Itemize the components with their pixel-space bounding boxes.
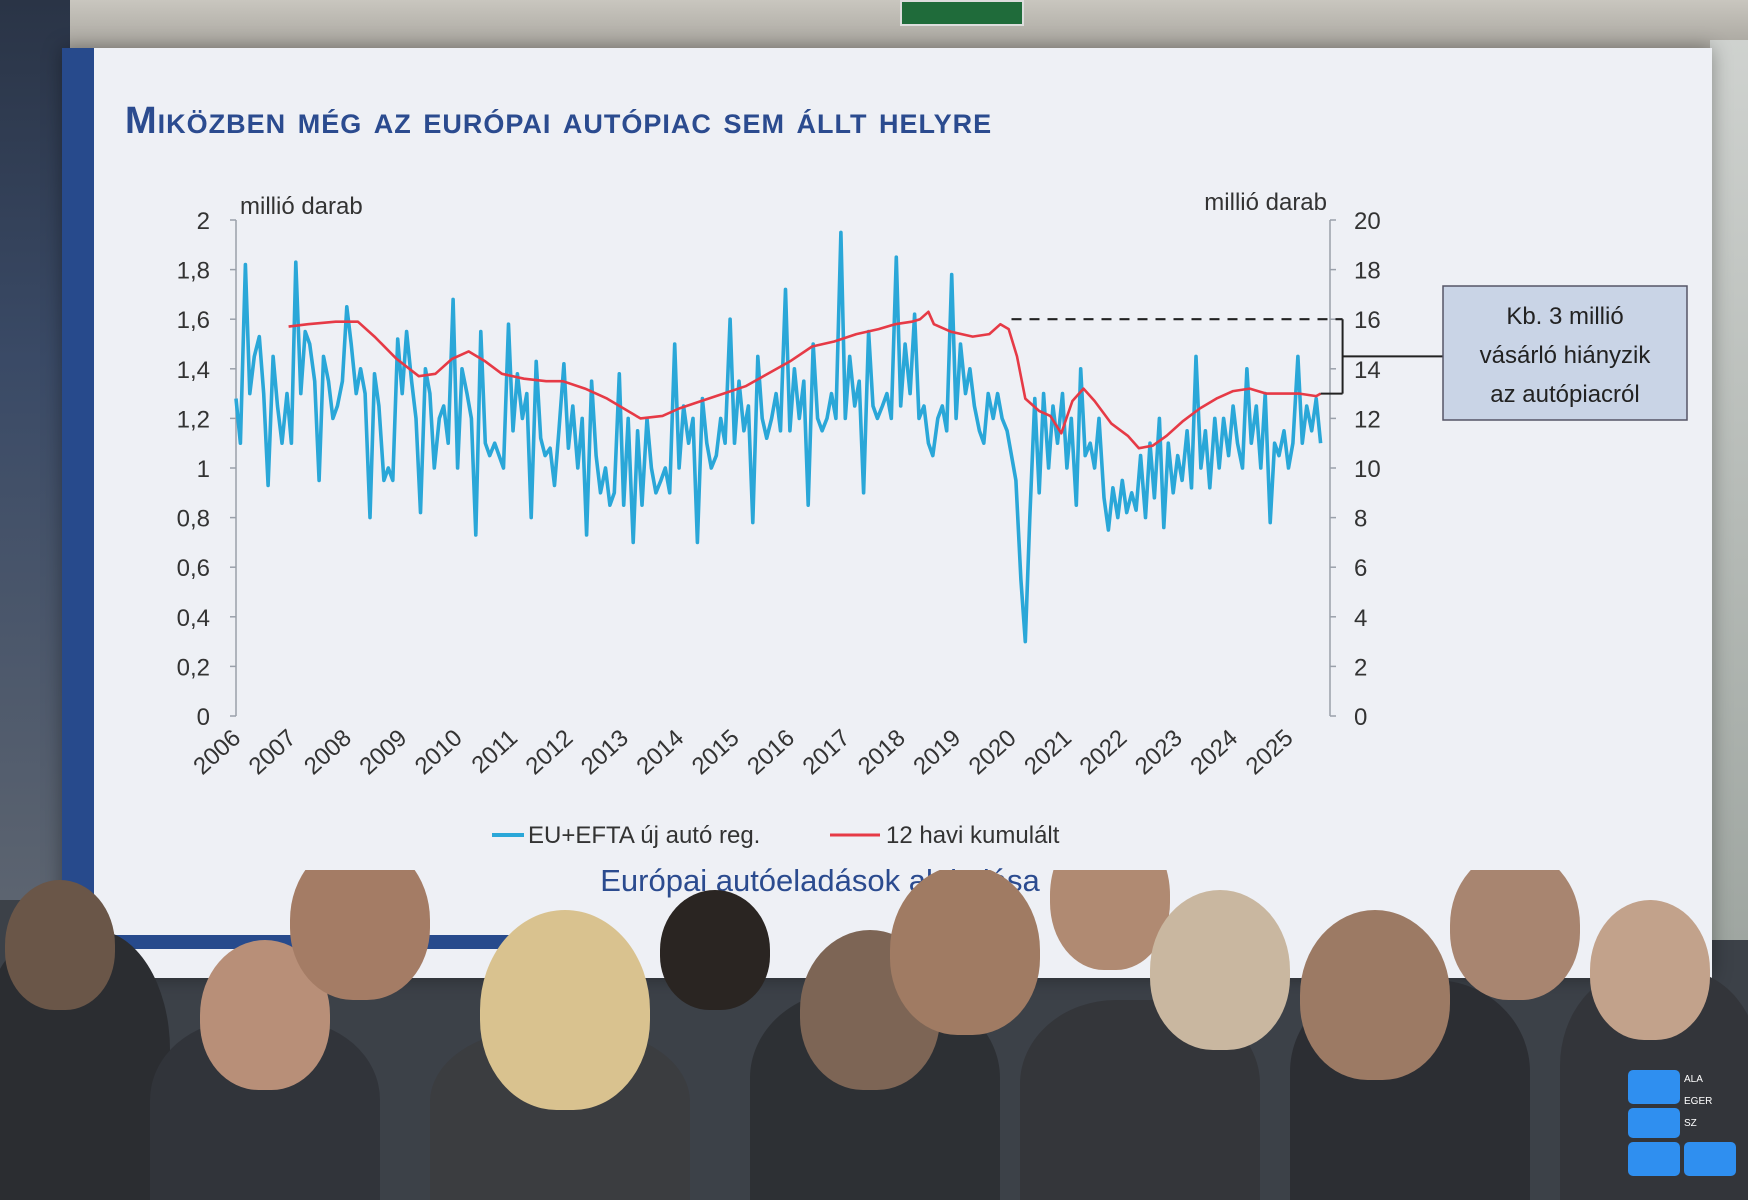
- series-12-month-cumulative-line: [288, 310, 1322, 450]
- audience: [0, 870, 1748, 1200]
- audience-head: [1050, 870, 1170, 970]
- right-axis-tick-label: 0: [1354, 704, 1367, 731]
- right-axis-label: millió darab: [1204, 189, 1327, 216]
- svg-text:SZ: SZ: [1684, 1118, 1697, 1129]
- left-axis-tick-label: 0,8: [177, 506, 210, 533]
- svg-text:EGER: EGER: [1684, 1096, 1712, 1107]
- audience-head-blonde: [480, 910, 650, 1110]
- right-axis-tick-label: 4: [1354, 605, 1367, 632]
- x-axis-tick-label: 2009: [354, 724, 412, 780]
- x-axis-tick-label: 2022: [1075, 724, 1133, 780]
- left-axis-label: millió darab: [240, 193, 363, 220]
- x-axis-tick-label: 2010: [410, 724, 468, 780]
- x-axis-tick-label: 2006: [188, 724, 246, 780]
- x-axis-tick-label: 2012: [521, 724, 579, 780]
- left-axis-tick-label: 1,6: [177, 307, 210, 334]
- x-axis-tick-label: 2023: [1130, 724, 1188, 780]
- annotation-text-line: az autópiacról: [1490, 381, 1639, 408]
- annotation-text-line: Kb. 3 millió: [1506, 303, 1623, 330]
- x-axis-tick-label: 2013: [576, 724, 634, 780]
- right-axis-tick-label: 18: [1354, 258, 1381, 285]
- legend-label-cumulative: 12 havi kumulált: [886, 822, 1060, 849]
- right-axis-tick-label: 12: [1354, 406, 1381, 433]
- right-axis-tick-label: 2: [1354, 654, 1367, 681]
- series-monthly-registrations-line: [234, 230, 1323, 644]
- chart-annotation: Kb. 3 millió vásárló hiányzik az autópiacr…: [1011, 285, 1688, 421]
- slide-title: Miközben még az európai autópiac sem áll…: [125, 100, 993, 142]
- projection-screen: [62, 48, 1712, 978]
- svg-text:ALA: ALA: [1684, 1074, 1703, 1085]
- annotation-text-line: vásárló hiányzik: [1480, 342, 1652, 369]
- annotation-box: [1442, 285, 1688, 421]
- x-axis-tick-label: 2014: [631, 724, 689, 780]
- x-axis-tick-label: 2021: [1019, 724, 1077, 780]
- right-axis-tick-label: 8: [1354, 506, 1367, 533]
- x-axis-tick-label: 2024: [1185, 724, 1243, 780]
- x-axis-tick-label: 2015: [687, 724, 745, 780]
- chart-axes: 00,20,40,60,811,21,41,61,820246810121416…: [177, 189, 1381, 780]
- left-axis-tick-label: 0: [197, 704, 210, 731]
- left-axis-tick-label: 0,2: [177, 654, 210, 681]
- right-axis-tick-label: 6: [1354, 555, 1367, 582]
- chart-series: [234, 230, 1323, 644]
- chart-legend: EU+EFTA új autó reg. 12 havi kumulált: [492, 822, 1060, 849]
- audience-head: [290, 870, 430, 1000]
- x-axis-tick-label: 2008: [299, 724, 357, 780]
- exit-sign: [900, 0, 1024, 26]
- right-wall: [1710, 40, 1748, 940]
- x-axis-tick-label: 2016: [742, 724, 800, 780]
- audience-head: [5, 880, 115, 1010]
- left-axis-tick-label: 1,4: [177, 357, 210, 384]
- audience-head: [1590, 900, 1710, 1040]
- audience-head: [890, 870, 1040, 1035]
- x-axis-tick-label: 2025: [1241, 724, 1299, 780]
- left-axis-tick-label: 0,6: [177, 555, 210, 582]
- right-axis-tick-label: 14: [1354, 357, 1381, 384]
- left-axis-tick-label: 1,8: [177, 258, 210, 285]
- audience-head: [660, 890, 770, 1010]
- right-axis-tick-label: 16: [1354, 307, 1381, 334]
- x-axis-tick-label: 2019: [908, 724, 966, 780]
- x-axis-tick-label: 2011: [467, 724, 523, 779]
- slide-side-stripe: [62, 48, 94, 978]
- left-axis-tick-label: 0,4: [177, 605, 210, 632]
- x-axis-tick-label: 2020: [964, 724, 1022, 780]
- x-axis-tick-label: 2018: [853, 724, 911, 780]
- right-axis-tick-label: 20: [1354, 208, 1381, 235]
- x-axis-tick-label: 2007: [244, 724, 302, 780]
- left-axis-tick-label: 1: [197, 456, 210, 483]
- left-axis-tick-label: 2: [197, 208, 210, 235]
- zeg-logo-watermark: ALA EGER SZ: [1628, 1070, 1736, 1176]
- right-axis-tick-label: 10: [1354, 456, 1381, 483]
- left-axis-tick-label: 1,2: [177, 406, 210, 433]
- audience-head: [1150, 890, 1290, 1050]
- audience-head: [1450, 870, 1580, 1000]
- legend-label-monthly: EU+EFTA új autó reg.: [528, 822, 760, 849]
- audience-head: [1300, 910, 1450, 1080]
- left-wall-banner: [0, 0, 70, 900]
- x-axis-tick-label: 2017: [798, 724, 856, 780]
